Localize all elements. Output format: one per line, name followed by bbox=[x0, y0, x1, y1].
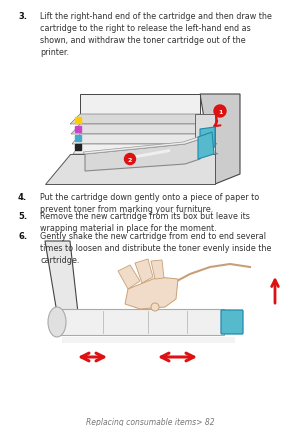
Bar bbox=[75, 136, 81, 142]
Polygon shape bbox=[85, 140, 200, 172]
Polygon shape bbox=[151, 260, 164, 279]
Bar bbox=[75, 118, 81, 124]
Polygon shape bbox=[70, 115, 215, 125]
Circle shape bbox=[151, 303, 159, 311]
Text: 6.: 6. bbox=[18, 231, 27, 240]
Circle shape bbox=[214, 106, 226, 118]
Polygon shape bbox=[80, 95, 200, 115]
Circle shape bbox=[124, 154, 136, 165]
Text: 4.: 4. bbox=[18, 193, 27, 201]
Polygon shape bbox=[200, 95, 240, 184]
Text: Remove the new cartridge from its box but leave its
wrapping material in place f: Remove the new cartridge from its box bu… bbox=[40, 211, 250, 233]
Text: Gently shake the new cartridge from end to end several
times to loosen and distr: Gently shake the new cartridge from end … bbox=[40, 231, 272, 265]
Polygon shape bbox=[118, 265, 140, 289]
Polygon shape bbox=[125, 277, 178, 309]
Polygon shape bbox=[72, 135, 217, 145]
Text: Replacing consumable items> 82: Replacing consumable items> 82 bbox=[86, 417, 214, 426]
Polygon shape bbox=[45, 155, 215, 184]
Text: Put the cartridge down gently onto a piece of paper to
prevent toner from markin: Put the cartridge down gently onto a pie… bbox=[40, 193, 259, 214]
Polygon shape bbox=[73, 145, 218, 155]
Bar bbox=[75, 127, 81, 132]
Polygon shape bbox=[125, 150, 170, 161]
Polygon shape bbox=[71, 125, 216, 135]
Polygon shape bbox=[200, 128, 215, 150]
Polygon shape bbox=[198, 132, 214, 160]
FancyBboxPatch shape bbox=[56, 309, 224, 335]
Text: 3.: 3. bbox=[18, 12, 27, 21]
Polygon shape bbox=[135, 259, 153, 283]
Ellipse shape bbox=[48, 307, 66, 337]
Polygon shape bbox=[195, 115, 215, 155]
Text: 2: 2 bbox=[128, 157, 132, 162]
Polygon shape bbox=[45, 242, 80, 331]
Text: 5.: 5. bbox=[18, 211, 27, 221]
Text: 1: 1 bbox=[218, 109, 222, 114]
Polygon shape bbox=[83, 138, 200, 155]
Polygon shape bbox=[62, 337, 235, 343]
FancyBboxPatch shape bbox=[221, 310, 243, 334]
Text: Lift the right-hand end of the cartridge and then draw the
cartridge to the righ: Lift the right-hand end of the cartridge… bbox=[40, 12, 272, 58]
Bar bbox=[75, 145, 81, 151]
